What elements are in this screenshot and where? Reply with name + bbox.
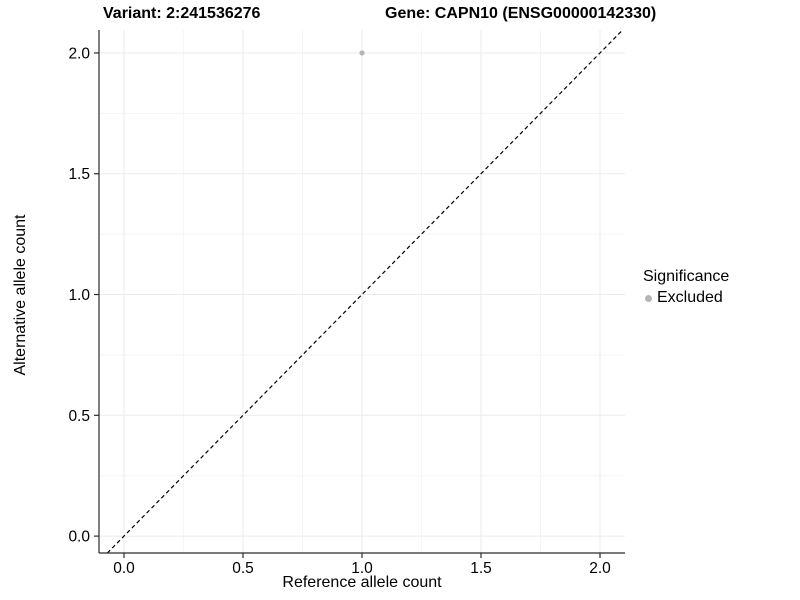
x-tick-label: 0.0 (113, 560, 135, 577)
legend-title: Significance (643, 268, 730, 285)
identity-reference-line (106, 29, 624, 554)
x-tick-label: 2.0 (589, 560, 611, 577)
legend: Significance Excluded (641, 268, 729, 307)
scatter-point-excluded (359, 50, 365, 56)
plot-title-variant: Variant: 2:241536276 (103, 5, 261, 22)
y-tick-label: 1.0 (68, 287, 90, 304)
y-axis-title: Alternative allele count (12, 214, 29, 376)
legend-entry-label: Excluded (657, 289, 723, 306)
legend-entry: Excluded (641, 289, 729, 307)
plot-title-gene: Gene: CAPN10 (ENSG00000142330) (385, 5, 657, 22)
x-tick-label: 1.0 (351, 560, 373, 577)
x-axis-title: Reference allele count (282, 574, 442, 591)
y-tick-label: 0.5 (68, 408, 90, 425)
y-tick-label: 1.5 (68, 166, 90, 183)
y-tick-label: 2.0 (68, 45, 90, 62)
legend-entries: Excluded (641, 289, 729, 307)
x-tick-label: 1.5 (470, 560, 492, 577)
y-tick-label: 0.0 (68, 529, 90, 546)
legend-point-icon (645, 294, 652, 302)
x-tick-label: 0.5 (232, 560, 254, 577)
